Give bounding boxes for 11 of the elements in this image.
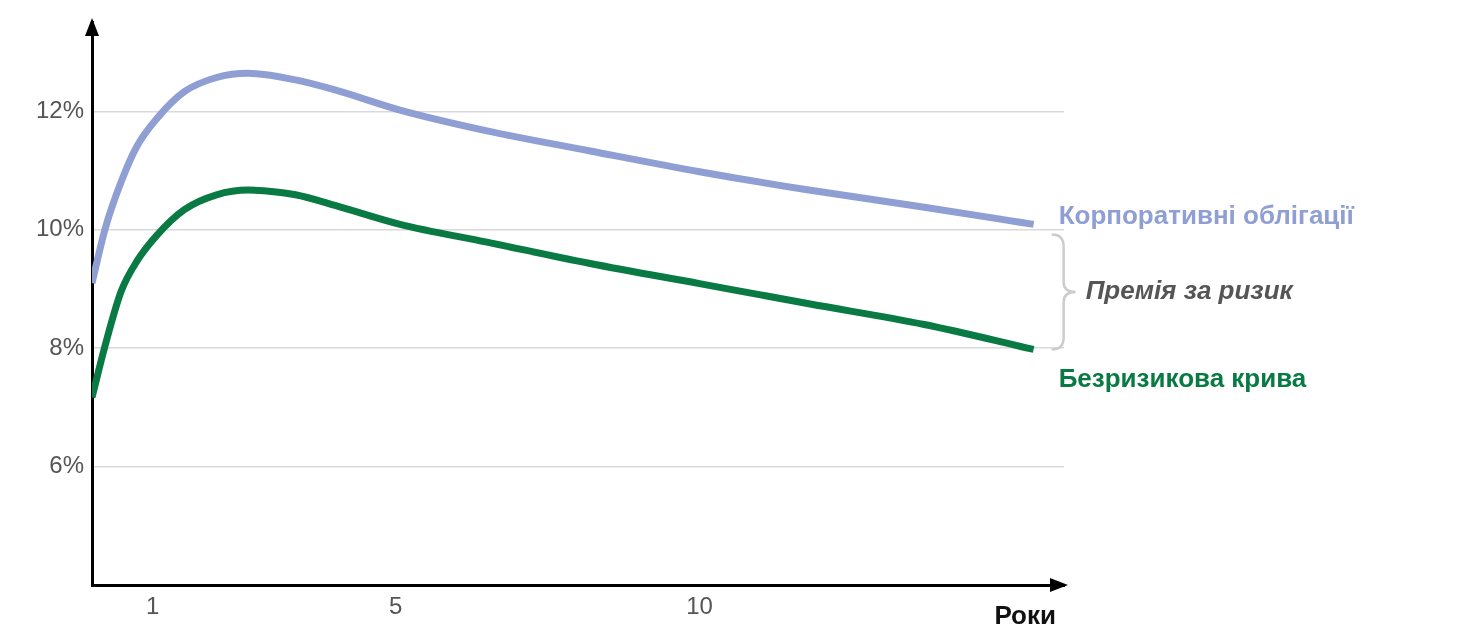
x-tick-label: 5 xyxy=(389,592,403,620)
series-label: Безризикова крива xyxy=(1058,362,1307,393)
x-tick-label: 1 xyxy=(146,592,160,620)
y-tick-label: 12% xyxy=(35,95,84,123)
y-tick-label: 8% xyxy=(49,332,84,360)
x-tick-label: 10 xyxy=(686,592,713,620)
series-label: Корпоративні облігації xyxy=(1058,199,1355,230)
y-tick-label: 10% xyxy=(35,214,84,242)
x-axis-title: Роки xyxy=(994,600,1056,631)
y-tick-label: 6% xyxy=(49,451,84,479)
text: Премія за ризик xyxy=(1085,275,1295,306)
